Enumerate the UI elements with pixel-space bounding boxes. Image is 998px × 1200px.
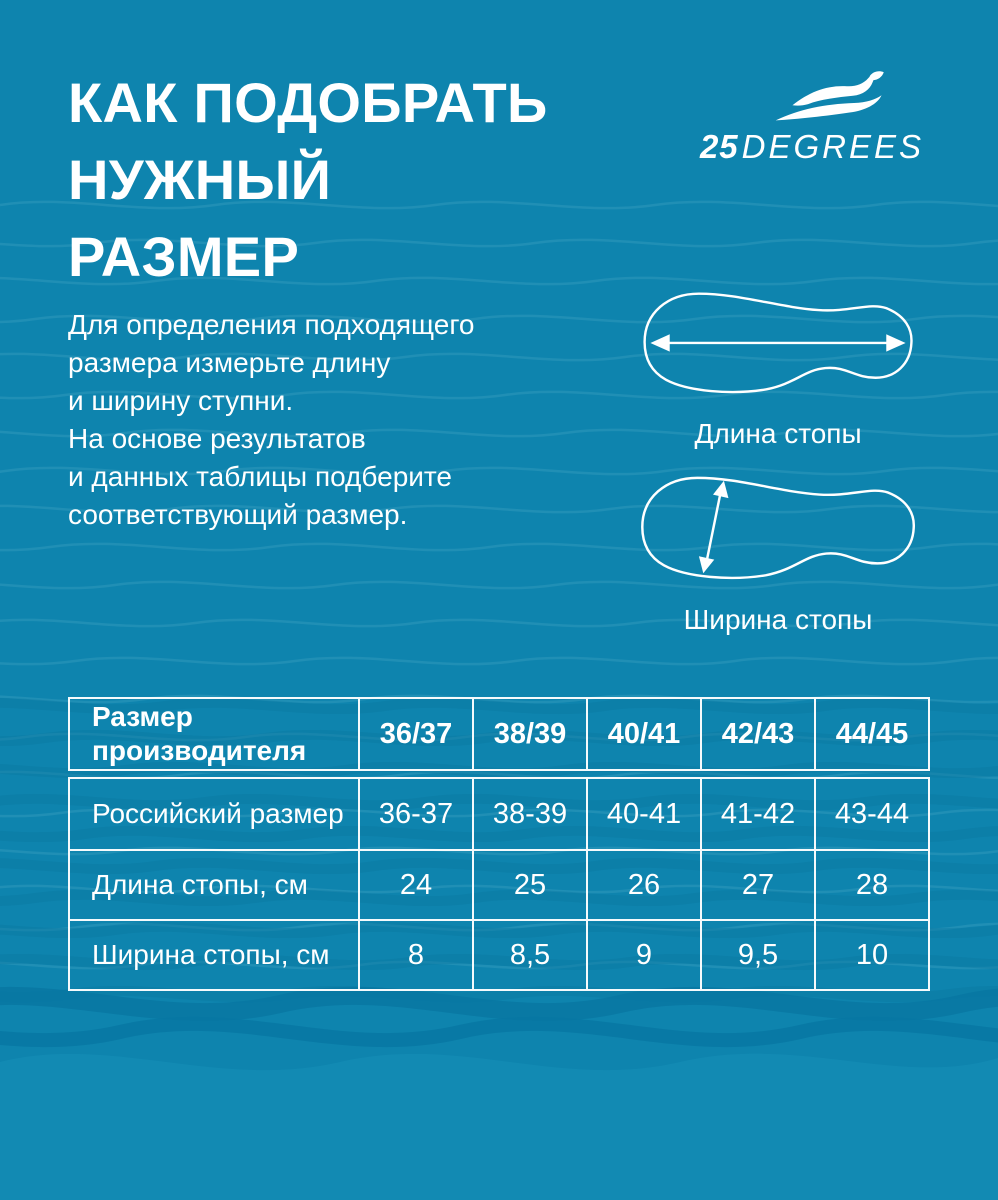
table-header-cell: 42/43: [700, 699, 814, 769]
width-arrow: [705, 495, 722, 559]
table-cell: 28: [814, 851, 928, 919]
table-row-label: Длина стопы, см: [92, 869, 308, 900]
page-title-line: НУЖНЫЙ: [68, 148, 332, 211]
table-cell: 8: [358, 921, 472, 989]
foot-outline-length-icon: [643, 292, 913, 394]
intro-line: На основе результатов: [68, 423, 366, 454]
table-row: Длина стопы, см 24 25 26 27 28: [70, 849, 928, 919]
foot-length-diagram: Длина стопы: [622, 284, 934, 450]
table-cell: 25: [472, 851, 586, 919]
brand-logo-25: 25: [699, 128, 739, 165]
table-header-cell: 38/39: [472, 699, 586, 769]
table-header-cell: Размер производителя: [92, 701, 307, 766]
intro-text: Для определения подходящего размера изме…: [68, 306, 475, 534]
foot-width-diagram: Ширина стопы: [622, 468, 934, 636]
table-row: Ширина стопы, см 8 8,5 9 9,5 10: [70, 919, 928, 989]
table-row-label: Российский размер: [92, 798, 344, 829]
table-cell: 8,5: [472, 921, 586, 989]
table-cell: 27: [700, 851, 814, 919]
table-header-cell: 40/41: [586, 699, 700, 769]
table-cell: 24: [358, 851, 472, 919]
intro-line: и данных таблицы подберите: [68, 461, 452, 492]
table-row-label: Ширина стопы, см: [92, 939, 330, 970]
swimmer-swoosh-icon: [775, 71, 884, 121]
table-cell: 26: [586, 851, 700, 919]
intro-line: размера измерьте длину: [68, 347, 391, 378]
table-cell: 38-39: [472, 779, 586, 849]
table-cell: 9: [586, 921, 700, 989]
intro-line: Для определения подходящего: [68, 309, 475, 340]
brand-logo: 25DEGREES: [686, 70, 938, 166]
table-header-cell: 36/37: [358, 699, 472, 769]
table-header-cell: 44/45: [814, 699, 928, 769]
size-table-header: Размер производителя 36/37 38/39 40/41 4…: [68, 697, 930, 771]
foot-length-label: Длина стопы: [694, 418, 862, 449]
page-title-line: КАК ПОДОБРАТЬ: [68, 71, 548, 134]
intro-line: соответствующий размер.: [68, 499, 408, 530]
page-title-line: РАЗМЕР: [68, 225, 300, 288]
table-row: Российский размер 36-37 38-39 40-41 41-4…: [70, 779, 928, 849]
foot-width-label: Ширина стопы: [683, 604, 873, 635]
table-cell: 36-37: [358, 779, 472, 849]
table-cell: 40-41: [586, 779, 700, 849]
brand-logo-degrees: DEGREES: [741, 128, 925, 165]
foot-outline-width-icon: [641, 476, 915, 580]
brand-logo-text: 25DEGREES: [700, 128, 924, 166]
size-table: Размер производителя 36/37 38/39 40/41 4…: [68, 697, 930, 991]
page-title: КАК ПОДОБРАТЬ НУЖНЫЙ РАЗМЕР: [68, 64, 548, 295]
intro-line: и ширину ступни.: [68, 385, 294, 416]
size-table-body: Российский размер 36-37 38-39 40-41 41-4…: [68, 777, 930, 991]
table-cell: 41-42: [700, 779, 814, 849]
table-cell: 10: [814, 921, 928, 989]
table-cell: 43-44: [814, 779, 928, 849]
table-cell: 9,5: [700, 921, 814, 989]
